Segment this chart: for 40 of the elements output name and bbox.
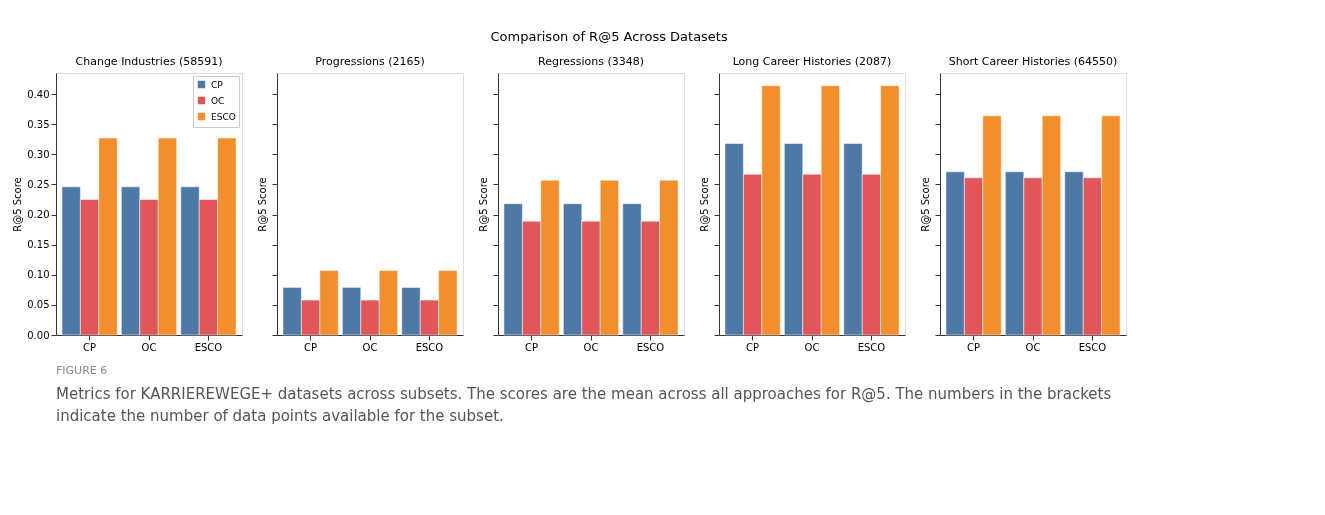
x-tick-label: CP xyxy=(746,341,760,353)
x-tick-label: ESCO xyxy=(1078,341,1107,353)
x-tick-label: CP xyxy=(83,341,97,353)
x-tick-label: OC xyxy=(804,341,820,353)
x-tick-label: ESCO xyxy=(636,341,665,353)
legend-label: OC xyxy=(211,95,225,106)
y-axis-title: R@5 Score xyxy=(257,177,268,232)
chart-title: Long Career Histories (2087) xyxy=(732,55,892,68)
x-tick-label: OC xyxy=(583,341,599,353)
caption: FIGURE 6 xyxy=(56,364,108,377)
y-axis-title: R@5 Score xyxy=(12,177,24,232)
x-tick-label: ESCO xyxy=(857,341,886,353)
y-axis-title: R@5 Score xyxy=(699,177,710,232)
x-tick-label: CP xyxy=(967,341,981,353)
x-tick-label: CP xyxy=(304,341,318,353)
y-tick-label: 0.40 xyxy=(27,88,50,100)
y-axis-title: R@5 Score xyxy=(920,177,931,232)
x-tick-label: OC xyxy=(1025,341,1041,353)
y-tick-label: 0.35 xyxy=(27,118,50,130)
x-tick-label: CP xyxy=(525,341,539,353)
legend-label: ESCO xyxy=(211,111,236,122)
chart-title: Short Career Histories (64550) xyxy=(948,55,1118,68)
text: Comparison of R@5 Across Datasets xyxy=(490,28,728,44)
y-tick-label: 0.30 xyxy=(27,148,50,160)
chart-title: Progressions (2165) xyxy=(315,55,425,68)
legend-label: CP xyxy=(211,79,224,90)
y-tick-label: 0.25 xyxy=(27,178,50,190)
y-tick-label: 0.15 xyxy=(27,239,50,251)
x-tick-label: OC xyxy=(362,341,378,353)
y-tick-label: 0.00 xyxy=(27,329,50,341)
x-tick-label: ESCO xyxy=(194,341,223,353)
y-tick-label: 0.20 xyxy=(27,209,50,221)
y-tick-label: 0.05 xyxy=(27,299,50,311)
chart-title: Change Industries (58591) xyxy=(75,55,223,68)
text: Metrics for KARRIEREWEGE+ datasets across subsets. The scores are the mean across all approaches for R@5. The numbers in the brackets indicate the number of data points available for the subset. xyxy=(56,385,1112,425)
y-tick-label: 0.10 xyxy=(27,269,50,281)
y-axis-title: R@5 Score xyxy=(478,177,489,232)
chart-title: Regressions (3348) xyxy=(538,55,644,68)
x-tick-label: OC xyxy=(141,341,157,353)
x-tick-label: ESCO xyxy=(415,341,444,353)
